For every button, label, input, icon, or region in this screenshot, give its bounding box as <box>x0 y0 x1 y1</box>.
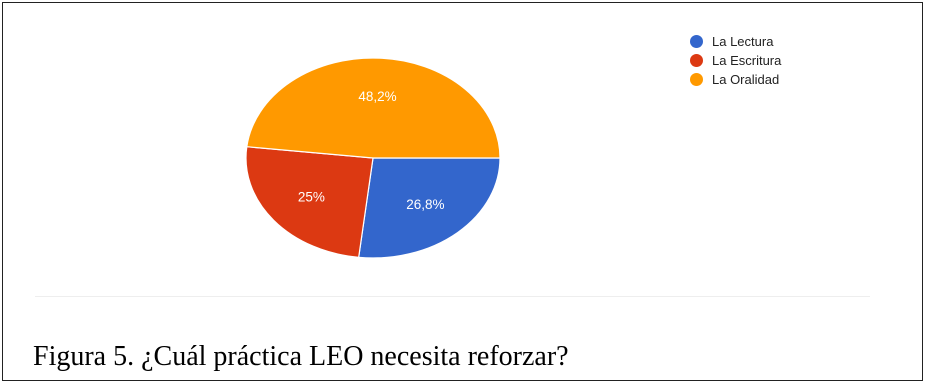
legend-item-oralidad: La Oralidad <box>690 70 781 89</box>
chart-legend: La Lectura La Escritura La Oralidad <box>690 32 781 89</box>
pie-slice-lectura <box>357 157 501 259</box>
legend-label-escritura: La Escritura <box>712 53 782 68</box>
legend-item-lectura: La Lectura <box>690 32 781 51</box>
slice-label-lectura: 26,8% <box>406 197 444 212</box>
legend-label-lectura: La Lectura <box>712 34 774 49</box>
slice-label-escritura: 25% <box>298 190 325 205</box>
slice-label-oralidad: 48,2% <box>358 89 396 104</box>
figure-frame: 26,8% 25% 48,2% La Lectura La Escritura La… <box>2 2 923 381</box>
legend-swatch-oralidad-icon <box>690 73 703 86</box>
legend-item-escritura: La Escritura <box>690 51 781 70</box>
caption-divider <box>35 296 870 297</box>
figure-caption: Figura 5. ¿Cuál práctica LEO necesita re… <box>33 341 569 372</box>
pie-slice-oralidad <box>246 57 501 159</box>
legend-swatch-escritura-icon <box>690 54 703 67</box>
legend-swatch-lectura-icon <box>690 35 703 48</box>
pie-slice-escritura <box>245 146 374 259</box>
pie-chart: 26,8% 25% 48,2% <box>245 57 501 259</box>
legend-label-oralidad: La Oralidad <box>712 72 780 87</box>
